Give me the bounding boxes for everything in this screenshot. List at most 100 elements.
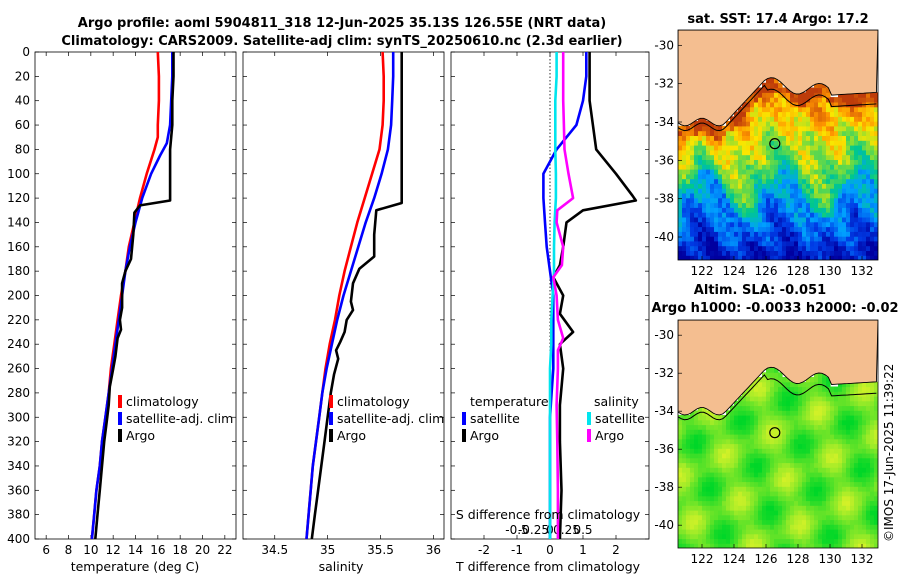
map-pixel — [830, 231, 835, 237]
map-pixel — [758, 429, 763, 435]
map-pixel — [834, 510, 839, 516]
map-pixel — [758, 183, 763, 189]
map-pixel — [722, 154, 727, 160]
map-pixel — [854, 472, 859, 478]
map-pixel — [762, 381, 767, 388]
map-pixel — [822, 121, 827, 127]
map-pixel — [858, 245, 863, 251]
map-pixel — [806, 149, 811, 156]
map-pixel — [738, 505, 743, 511]
map-pixel — [806, 429, 811, 435]
map-pixel — [738, 410, 743, 416]
map-pixel — [718, 255, 723, 260]
map-pixel — [818, 495, 823, 502]
map-pixel — [686, 192, 691, 199]
map-pixel — [698, 510, 703, 516]
map-pixel — [718, 145, 723, 151]
map-pixel — [866, 197, 871, 204]
map-pixel — [722, 188, 727, 194]
map-pixel — [806, 164, 811, 170]
map-pixel — [870, 495, 875, 502]
map-pixel — [770, 101, 775, 108]
map-pixel — [874, 457, 878, 464]
map-pixel — [866, 207, 871, 213]
map-pixel — [798, 169, 803, 175]
map-pixel — [718, 529, 723, 535]
map-pixel — [834, 529, 839, 535]
map-pixel — [770, 221, 775, 228]
map-pixel — [754, 538, 759, 544]
map-pixel — [770, 529, 775, 535]
map-pixel — [846, 476, 851, 483]
map-pixel — [742, 405, 747, 411]
map-pixel — [790, 121, 795, 127]
map-pixel — [810, 116, 815, 122]
map-pixel — [798, 467, 803, 473]
map-pixel — [822, 533, 827, 540]
map-pixel — [802, 524, 807, 530]
map-pixel — [842, 111, 847, 117]
map-pixel — [798, 202, 803, 208]
map-pixel — [762, 140, 767, 146]
map-pixel — [846, 111, 851, 117]
map-pixel — [726, 183, 731, 189]
map-pixel — [810, 377, 815, 383]
map-pixel — [686, 424, 691, 430]
map-pixel — [742, 212, 747, 218]
map-pixel — [782, 202, 787, 208]
map-pixel — [786, 410, 791, 416]
map-pixel — [774, 111, 779, 117]
map-pixel — [818, 116, 823, 122]
map-pixel — [678, 130, 683, 136]
map-pixel — [762, 457, 767, 464]
map-pixel — [742, 236, 747, 242]
map-pixel — [870, 202, 875, 208]
map-pixel — [694, 505, 699, 511]
map-pixel — [854, 145, 859, 151]
map-pixel — [870, 467, 875, 473]
map-pixel — [698, 159, 703, 165]
map-pixel — [738, 149, 743, 156]
map-pixel — [738, 472, 743, 478]
map-pixel — [718, 519, 723, 525]
map-pixel — [862, 453, 867, 459]
map-pixel — [830, 443, 835, 449]
map-pixel — [742, 505, 747, 511]
map-pixel — [786, 216, 791, 223]
map-pixel — [750, 116, 755, 122]
map-pixel — [850, 448, 855, 454]
map-pixel — [810, 178, 815, 184]
map-pixel — [770, 226, 775, 232]
map-pixel — [702, 443, 707, 449]
map-pixel — [846, 453, 851, 459]
map-pixel — [858, 106, 863, 113]
map-pixel — [850, 135, 855, 141]
map-pixel — [706, 510, 711, 516]
map-pixel — [810, 192, 815, 199]
map-pixel — [750, 101, 755, 108]
map-pixel — [702, 424, 707, 430]
map-pixel — [862, 130, 867, 136]
map-pixel — [750, 514, 755, 521]
map-pixel — [846, 500, 851, 506]
map-pixel — [758, 149, 763, 156]
map-pixel — [682, 424, 687, 430]
map-pixel — [726, 505, 731, 511]
map-pixel — [858, 221, 863, 228]
map-pixel — [794, 386, 799, 392]
map-pixel — [866, 97, 871, 103]
map-pixel — [778, 543, 783, 548]
map-pixel — [718, 419, 723, 426]
map-pixel — [714, 538, 719, 544]
map-pixel — [766, 77, 771, 84]
map-pixel — [694, 159, 699, 165]
map-pixel — [714, 130, 719, 136]
map-pixel — [758, 164, 763, 170]
map-pixel — [866, 410, 871, 416]
map-pixel — [870, 183, 875, 189]
map-pixel — [798, 178, 803, 184]
map-pixel — [810, 145, 815, 151]
map-pixel — [774, 240, 779, 247]
map-pixel — [770, 486, 775, 492]
map-pixel — [794, 462, 799, 468]
